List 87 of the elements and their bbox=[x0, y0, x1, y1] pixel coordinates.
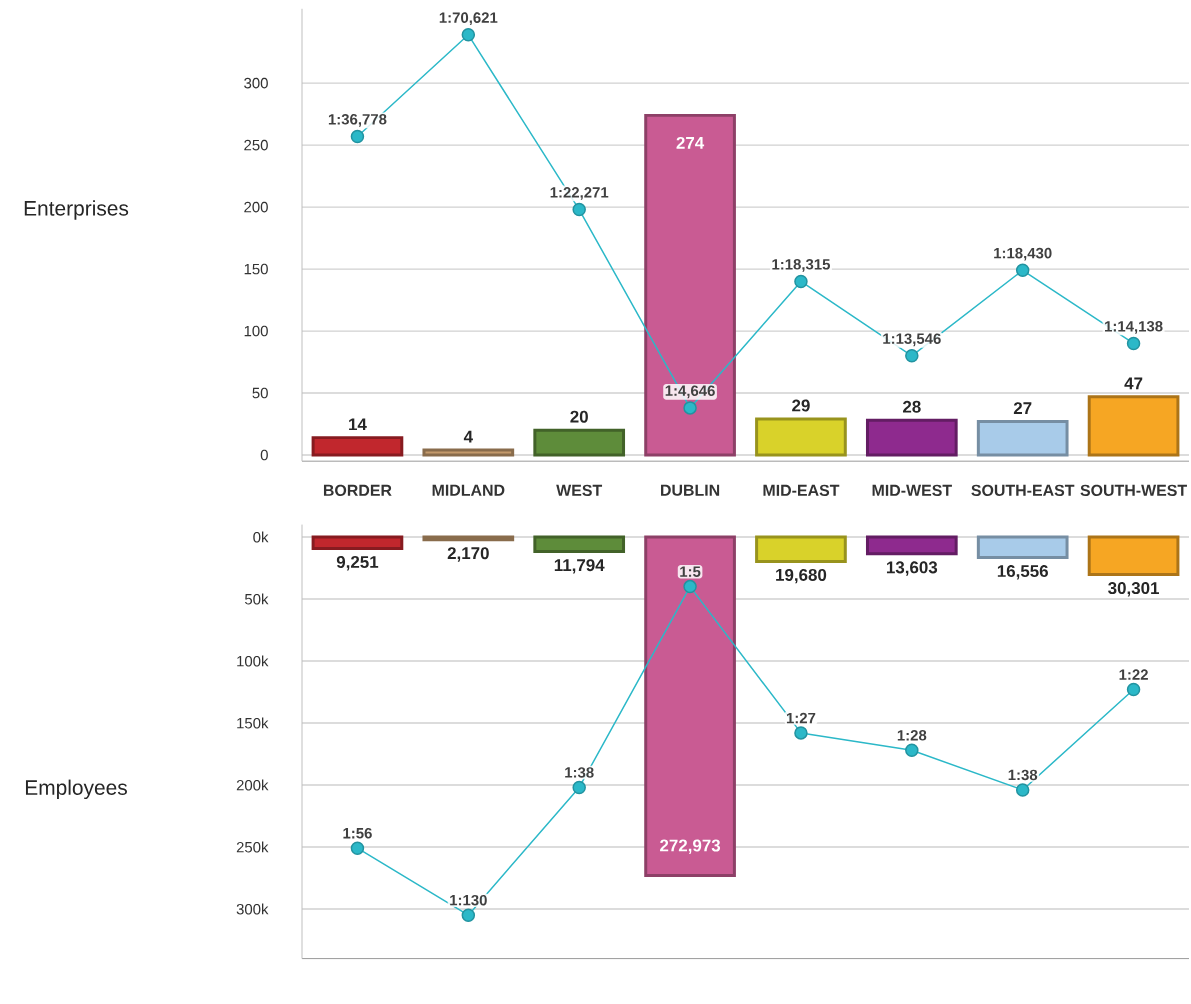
x-tick-label: MID-EAST bbox=[763, 484, 840, 496]
annotation: 1:4,646 bbox=[665, 385, 715, 399]
x-tick-label: BORDER bbox=[323, 484, 392, 496]
annotation: 1:28 bbox=[897, 729, 927, 741]
point bbox=[1126, 682, 1141, 697]
point bbox=[794, 726, 808, 740]
data-label: 20 bbox=[570, 410, 588, 423]
bar bbox=[644, 535, 736, 877]
annotation: 1:22,271 bbox=[550, 187, 609, 200]
y-tick-label: 250 bbox=[244, 139, 268, 151]
data-label: 27 bbox=[1013, 402, 1032, 414]
annotation: 1:18,430 bbox=[994, 247, 1052, 261]
annotation: 1:5 bbox=[680, 566, 701, 577]
y-tick-label: 200 bbox=[244, 201, 268, 213]
bar bbox=[865, 535, 958, 556]
bar bbox=[1087, 395, 1180, 457]
bar bbox=[755, 535, 847, 563]
point bbox=[794, 274, 808, 289]
point bbox=[461, 28, 476, 42]
bar bbox=[1087, 535, 1180, 577]
x-tick-label: SOUTH-EAST bbox=[971, 484, 1075, 496]
bar bbox=[644, 113, 736, 457]
annotation: 1:18,315 bbox=[772, 259, 831, 272]
y-tick-label: 0 bbox=[260, 449, 268, 461]
data-label: 274 bbox=[676, 136, 705, 149]
point bbox=[572, 780, 586, 795]
x-tick-label: SOUTH-WEST bbox=[1080, 484, 1187, 496]
point bbox=[572, 202, 586, 217]
y-tick-label: 300k bbox=[236, 903, 269, 915]
data-label: 14 bbox=[349, 418, 367, 431]
data-label: 13,603 bbox=[886, 561, 938, 576]
annotation: 1:38 bbox=[565, 767, 594, 778]
bar bbox=[311, 436, 404, 457]
x-tick-label: MID-WEST bbox=[872, 484, 952, 496]
y-tick-label: 150 bbox=[244, 263, 268, 275]
point bbox=[1015, 783, 1030, 797]
point bbox=[350, 129, 365, 144]
annotation: 1:130 bbox=[450, 894, 487, 906]
data-label: 19,680 bbox=[776, 568, 827, 584]
point bbox=[683, 579, 697, 594]
y-tick-label: 0k bbox=[253, 531, 269, 543]
annotation: 1:14,138 bbox=[1105, 320, 1163, 334]
point bbox=[350, 841, 365, 855]
x-tick-label: WEST bbox=[556, 484, 603, 496]
data-label: 11,794 bbox=[554, 559, 605, 574]
point bbox=[683, 401, 697, 415]
y-axis-title: Employees bbox=[25, 779, 127, 800]
point bbox=[1015, 263, 1030, 278]
point bbox=[905, 743, 919, 758]
bar bbox=[865, 418, 958, 457]
y-tick-label: 100 bbox=[244, 325, 268, 337]
y-tick-label: 50 bbox=[252, 387, 268, 399]
data-label: 29 bbox=[792, 399, 810, 412]
point bbox=[1126, 336, 1141, 351]
data-label: 9,251 bbox=[336, 555, 379, 571]
data-label: 47 bbox=[1124, 377, 1143, 390]
bar bbox=[311, 535, 404, 550]
bar bbox=[533, 428, 626, 457]
annotation: 1:56 bbox=[343, 827, 372, 839]
point bbox=[905, 349, 919, 363]
y-tick-label: 300 bbox=[244, 77, 268, 89]
bar bbox=[755, 417, 847, 457]
y-axis-title: Enterprises bbox=[24, 200, 129, 220]
annotation: 1:13,546 bbox=[883, 333, 941, 347]
bar bbox=[976, 535, 1069, 560]
y-tick-label: 250k bbox=[236, 841, 269, 853]
bar bbox=[422, 535, 515, 542]
point bbox=[461, 908, 476, 922]
x-tick-label: DUBLIN bbox=[661, 484, 720, 496]
data-label: 30,301 bbox=[1108, 582, 1159, 597]
annotation: 1:38 bbox=[1008, 769, 1038, 781]
data-label: 16,556 bbox=[997, 565, 1048, 580]
data-label: 2,170 bbox=[447, 547, 489, 562]
y-tick-label: 200k bbox=[236, 779, 269, 791]
y-tick-label: 150k bbox=[237, 717, 269, 729]
annotation: 1:27 bbox=[786, 712, 816, 724]
data-label: 272,973 bbox=[660, 839, 721, 854]
bar bbox=[533, 535, 626, 554]
annotation: 1:22 bbox=[1119, 669, 1148, 680]
y-tick-label: 50k bbox=[244, 593, 269, 605]
y-tick-label: 100k bbox=[237, 655, 269, 667]
annotation: 1:36,778 bbox=[328, 113, 387, 127]
bar bbox=[976, 420, 1069, 457]
x-tick-label: MIDLAND bbox=[432, 484, 505, 496]
data-label: 28 bbox=[902, 400, 921, 413]
data-label: 4 bbox=[463, 430, 473, 443]
annotation: 1:70,621 bbox=[439, 12, 498, 26]
